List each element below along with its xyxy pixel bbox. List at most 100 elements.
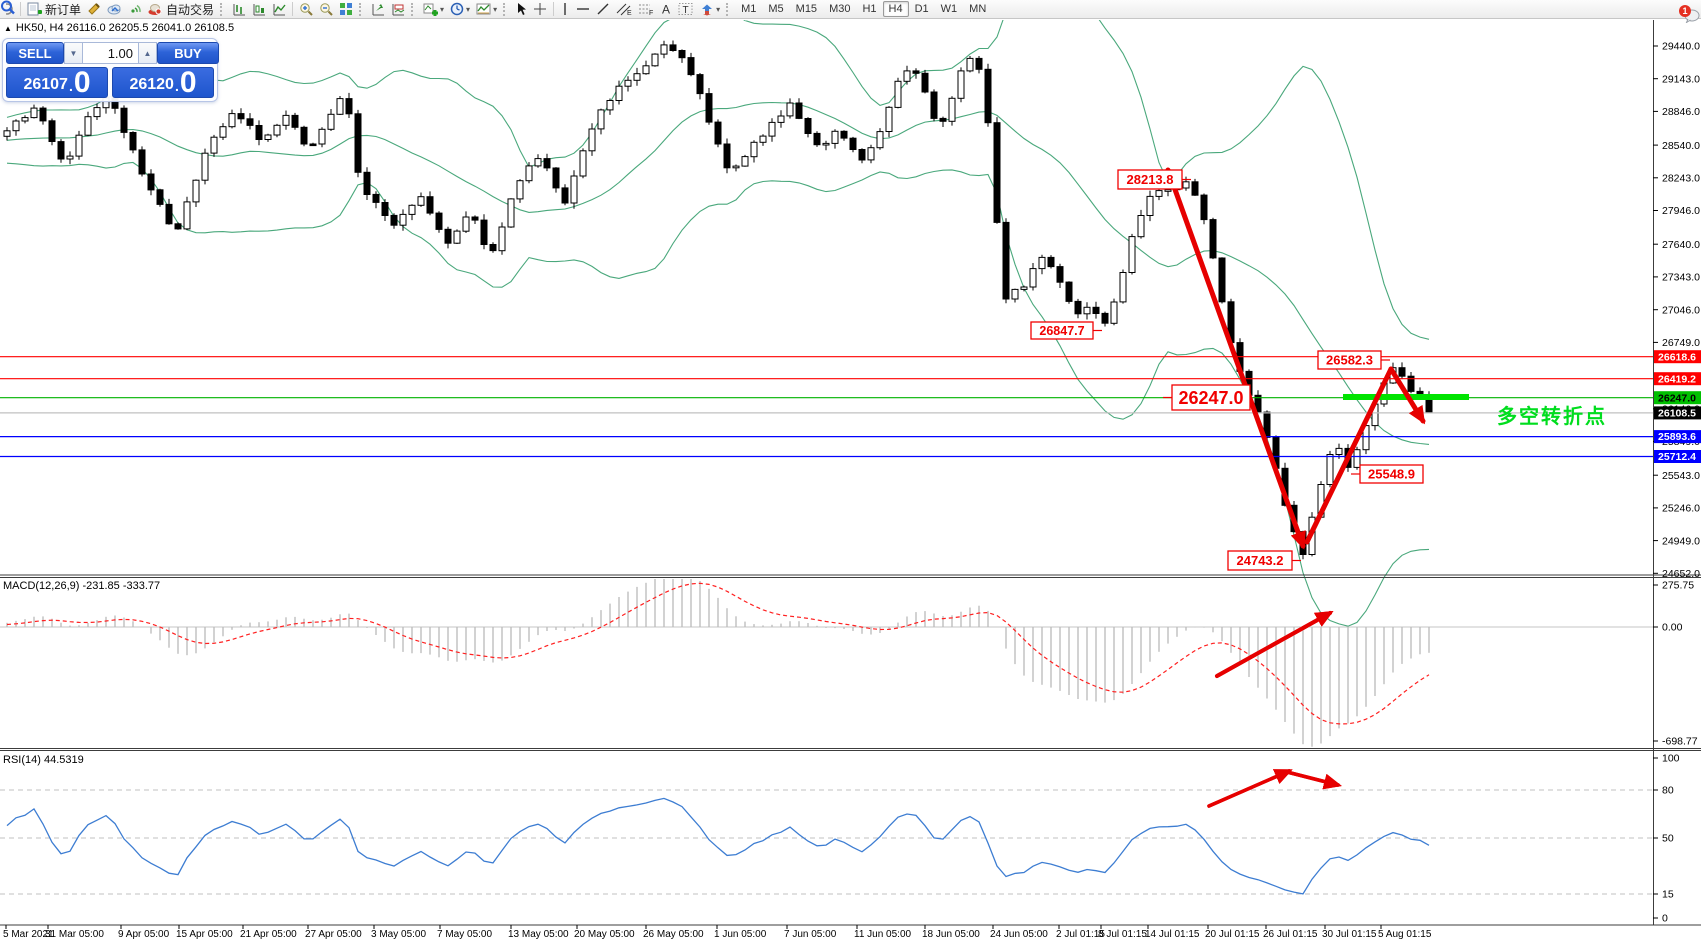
price-callout[interactable]: 24743.2 xyxy=(1227,550,1293,571)
equidistant-channel-tool-button[interactable]: E xyxy=(613,1,635,18)
svg-text:26247.0: 26247.0 xyxy=(1658,392,1696,404)
broom-icon xyxy=(87,2,101,16)
timeframe-m30-button[interactable]: M30 xyxy=(829,3,851,15)
trendline-tool-button[interactable] xyxy=(593,1,613,18)
fibonacci-tool-button[interactable]: F xyxy=(635,1,657,18)
svg-text:E: E xyxy=(627,10,632,16)
toolbar-separator xyxy=(292,2,294,16)
signals-button[interactable] xyxy=(125,1,145,18)
timeframe-d1-button[interactable]: D1 xyxy=(914,3,929,15)
indicators-menu-button[interactable]: ▾ xyxy=(420,1,447,18)
timeframe-h1-button[interactable]: H1 xyxy=(862,3,877,15)
svg-text:25543.0: 25543.0 xyxy=(1662,470,1700,482)
profile-icon xyxy=(371,2,385,16)
notification-badge: 1 xyxy=(1679,5,1691,17)
candlestick-chart-button[interactable] xyxy=(249,1,269,18)
bar-chart-button[interactable] xyxy=(229,1,249,18)
svg-text:18 Jun 05:00: 18 Jun 05:00 xyxy=(922,929,980,939)
buy-price-main: 26120 xyxy=(129,76,174,93)
crosshair-tool-button[interactable] xyxy=(530,1,550,18)
price-tag: 26419.2 xyxy=(1654,372,1701,385)
one-click-panel-toggle[interactable]: ▲ xyxy=(4,23,12,33)
svg-text:26749.0: 26749.0 xyxy=(1662,337,1700,349)
price-tag: 26247.0 xyxy=(1654,391,1701,404)
svg-text:26 May 05:00: 26 May 05:00 xyxy=(643,929,704,939)
templates-menu-button[interactable]: ▾ xyxy=(473,1,500,18)
toolbar-grip xyxy=(411,2,416,16)
volume-decrease-button[interactable]: ▼ xyxy=(64,42,83,64)
svg-text:28213.8: 28213.8 xyxy=(1127,172,1174,187)
svg-text:27 Apr 05:00: 27 Apr 05:00 xyxy=(305,929,362,939)
chevron-down-icon: ▾ xyxy=(493,4,498,14)
timeframe-h4-button[interactable]: H4 xyxy=(882,1,909,17)
annotation-arrow[interactable] xyxy=(1285,770,1342,790)
volume-increase-button[interactable]: ▲ xyxy=(138,42,157,64)
volume-input[interactable] xyxy=(83,42,138,64)
timeframe-m5-button[interactable]: M5 xyxy=(768,3,784,15)
toolbar-separator xyxy=(20,2,21,16)
svg-text:24743.2: 24743.2 xyxy=(1237,553,1284,568)
macd-signal-line xyxy=(6,582,1430,725)
zoom-out-button[interactable] xyxy=(316,1,336,18)
annotation-arrow[interactable] xyxy=(1388,366,1426,425)
buy-button[interactable]: BUY xyxy=(157,42,219,64)
sell-price-dot: . xyxy=(68,78,73,94)
price-axis[interactable]: 29440.0 29143.0 28846.0 28540.0 28243.0 27946… xyxy=(1653,41,1700,580)
cloud-sync-button[interactable] xyxy=(104,1,125,18)
chevron-down-icon: ▾ xyxy=(440,4,445,14)
zoom-in-button[interactable] xyxy=(296,1,316,18)
vline-icon xyxy=(560,2,570,16)
timeframe-mn-button[interactable]: MN xyxy=(969,3,987,15)
timeframe-w1-button[interactable]: W1 xyxy=(940,3,958,15)
add-indicator-icon xyxy=(423,2,439,16)
cut-left-icon[interactable] xyxy=(3,1,17,18)
svg-text:15 Apr 05:00: 15 Apr 05:00 xyxy=(176,929,233,939)
svg-text:5 Mar 2021: 5 Mar 2021 xyxy=(3,929,54,939)
price-callout[interactable]: 25548.9 xyxy=(1359,464,1424,484)
ohlc-icon xyxy=(232,2,246,16)
arrows-tool-button[interactable]: ▾ xyxy=(697,1,723,18)
new-order-button[interactable]: 新订单 xyxy=(24,1,84,18)
annotation-arrow[interactable] xyxy=(1207,769,1293,808)
text-tool-button[interactable]: A xyxy=(657,1,675,18)
sell-button[interactable]: SELL xyxy=(6,42,64,64)
cursor-tool-button[interactable] xyxy=(512,1,530,18)
auto-trading-button[interactable]: 自动交易 xyxy=(145,1,217,18)
svg-text:28243.0: 28243.0 xyxy=(1662,173,1700,185)
profiles-button[interactable] xyxy=(368,1,388,18)
timeframe-m1-button[interactable]: M1 xyxy=(741,3,757,15)
horizontal-line-tool-button[interactable] xyxy=(573,1,593,18)
annotation-arrow[interactable] xyxy=(1215,611,1334,678)
svg-text:7 May 05:00: 7 May 05:00 xyxy=(437,929,492,939)
line-chart-button[interactable] xyxy=(269,1,289,18)
price-tag: 26108.5 xyxy=(1654,406,1701,420)
zoom-out-icon xyxy=(319,2,333,16)
svg-text:26582.3: 26582.3 xyxy=(1326,353,1373,368)
tile-windows-button[interactable] xyxy=(336,1,356,18)
vertical-line-tool-button[interactable] xyxy=(557,1,573,18)
annotation-arrow[interactable] xyxy=(1165,167,1306,550)
buy-price[interactable]: 26120. 0 xyxy=(112,67,214,98)
svg-text:1 Jun 05:00: 1 Jun 05:00 xyxy=(714,929,767,939)
price-callout[interactable]: 26247.0 xyxy=(1171,384,1251,411)
timeframe-m15-button[interactable]: M15 xyxy=(795,3,818,15)
svg-text:50: 50 xyxy=(1662,833,1674,845)
indicator-list-button[interactable] xyxy=(388,1,408,18)
price-callout[interactable]: 26847.7 xyxy=(1030,321,1094,340)
svg-text:27343.0: 27343.0 xyxy=(1662,272,1700,284)
price-callout[interactable]: 28213.8 xyxy=(1117,169,1183,190)
periods-menu-button[interactable]: ▾ xyxy=(447,1,473,18)
text-label-tool-button[interactable]: T xyxy=(675,1,697,18)
svg-text:26419.2: 26419.2 xyxy=(1658,373,1696,385)
svg-text:26618.6: 26618.6 xyxy=(1658,351,1696,363)
crosshair-icon xyxy=(533,2,547,16)
price-callout[interactable]: 26582.3 xyxy=(1317,350,1382,370)
svg-text:20 Jul 01:15: 20 Jul 01:15 xyxy=(1205,929,1260,939)
trendline-icon xyxy=(596,2,610,16)
clear-objects-button[interactable] xyxy=(84,1,104,18)
sell-price[interactable]: 26107. 0 xyxy=(6,67,108,98)
annotation-arrow[interactable] xyxy=(1304,366,1394,545)
